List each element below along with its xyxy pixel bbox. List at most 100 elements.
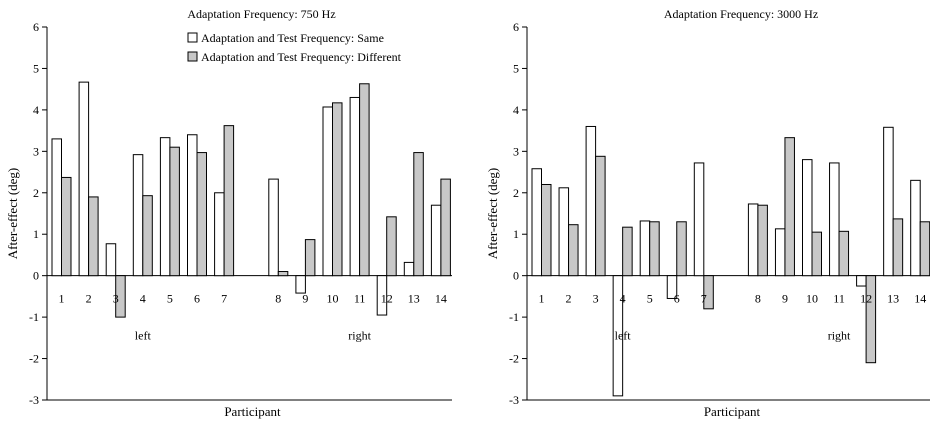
bar-same	[639, 220, 651, 277]
bar-different	[703, 275, 714, 310]
y-tick-label: 6	[33, 20, 39, 34]
bar-different	[359, 83, 370, 277]
bar-same	[78, 81, 90, 277]
y-tick-label: 1	[33, 227, 39, 241]
bar-different	[332, 102, 343, 277]
category-label: 3	[113, 292, 119, 306]
y-tick-label: 0	[33, 269, 39, 283]
bar-same	[349, 96, 361, 277]
y-tick-label: 4	[513, 103, 519, 117]
bar-same	[430, 204, 442, 277]
chart-title: Adaptation Frequency: 3000 Hz	[664, 7, 818, 21]
y-tick-label: -2	[509, 352, 519, 366]
bar-same	[829, 162, 840, 277]
category-label: 2	[566, 292, 572, 306]
y-tick-label: 0	[513, 269, 519, 283]
y-tick-label: -1	[29, 310, 39, 324]
group-label-right: right	[828, 329, 851, 343]
y-tick-label: -3	[509, 393, 519, 407]
bar-same	[132, 154, 144, 277]
category-label: 5	[167, 292, 173, 306]
bar-different	[595, 155, 606, 277]
legend-label-same: Adaptation and Test Frequency: Same	[201, 31, 384, 45]
y-axis-label: After-effect (deg)	[5, 168, 20, 260]
bar-same	[295, 275, 306, 294]
bar-different	[811, 231, 822, 277]
category-label: 1	[59, 292, 65, 306]
bar-same	[403, 261, 415, 277]
bar-different	[865, 275, 877, 364]
category-label: 2	[86, 292, 92, 306]
bar-same	[774, 228, 786, 277]
bar-same	[159, 137, 171, 277]
bar-same	[268, 178, 279, 277]
category-label: 7	[221, 292, 227, 306]
bar-same	[910, 179, 921, 277]
bar-same	[693, 162, 705, 277]
category-label: 1	[539, 292, 545, 306]
category-label: 9	[782, 292, 788, 306]
category-label: 12	[381, 292, 393, 306]
bar-different	[892, 218, 904, 277]
bar-different	[277, 271, 289, 277]
bar-different	[568, 224, 579, 277]
category-label: 7	[701, 292, 707, 306]
bar-different	[676, 221, 687, 277]
category-label: 13	[408, 292, 420, 306]
bar-different	[919, 221, 930, 277]
category-label: 5	[647, 292, 653, 306]
bar-same	[531, 168, 542, 277]
category-label: 10	[327, 292, 339, 306]
category-label: 6	[674, 292, 680, 306]
bar-different	[196, 152, 207, 277]
category-label: 13	[887, 292, 899, 306]
bar-same	[51, 138, 62, 277]
y-tick-label: 4	[33, 103, 39, 117]
y-tick-label: 5	[513, 61, 519, 75]
y-axis-label: After-effect (deg)	[485, 168, 500, 260]
bar-different	[440, 178, 451, 277]
bar-same	[376, 275, 388, 316]
bar-different	[386, 216, 397, 277]
bar-different	[541, 183, 552, 277]
group-label-left: left	[135, 329, 152, 343]
bar-different	[649, 221, 660, 277]
y-tick-label: 6	[513, 20, 519, 34]
y-tick-label: 2	[33, 186, 39, 200]
bar-different	[838, 230, 850, 277]
legend-swatch-same	[187, 32, 198, 43]
y-tick-label: 3	[513, 144, 519, 158]
bar-same	[856, 275, 867, 287]
bar-different	[142, 195, 153, 277]
bar-different	[169, 146, 180, 277]
legend-swatch-different	[187, 51, 198, 62]
bar-same	[558, 187, 570, 277]
y-tick-label: 1	[513, 227, 519, 241]
category-label: 8	[275, 292, 281, 306]
bar-different	[223, 125, 235, 277]
y-tick-label: 3	[33, 144, 39, 158]
y-tick-label: -2	[29, 352, 39, 366]
legend-label-different: Adaptation and Test Frequency: Different	[201, 50, 402, 64]
y-tick-label: -3	[29, 393, 39, 407]
bar-same	[187, 134, 198, 277]
category-label: 8	[755, 292, 761, 306]
category-label: 6	[194, 292, 200, 306]
group-label-right: right	[348, 329, 371, 343]
bar-same	[214, 192, 225, 277]
chart-title: Adaptation Frequency: 750 Hz	[187, 7, 335, 21]
bar-same	[747, 203, 759, 277]
x-axis-label: Participant	[224, 404, 281, 419]
y-tick-label: 2	[513, 186, 519, 200]
x-axis-label: Participant	[704, 404, 761, 419]
bar-same	[585, 125, 597, 277]
bar-different	[61, 176, 72, 277]
bar-same	[666, 275, 678, 299]
bar-different	[88, 196, 99, 277]
bar-same	[322, 106, 333, 277]
category-label: 4	[140, 292, 146, 306]
y-tick-label: -1	[509, 310, 519, 324]
category-label: 14	[914, 292, 926, 306]
